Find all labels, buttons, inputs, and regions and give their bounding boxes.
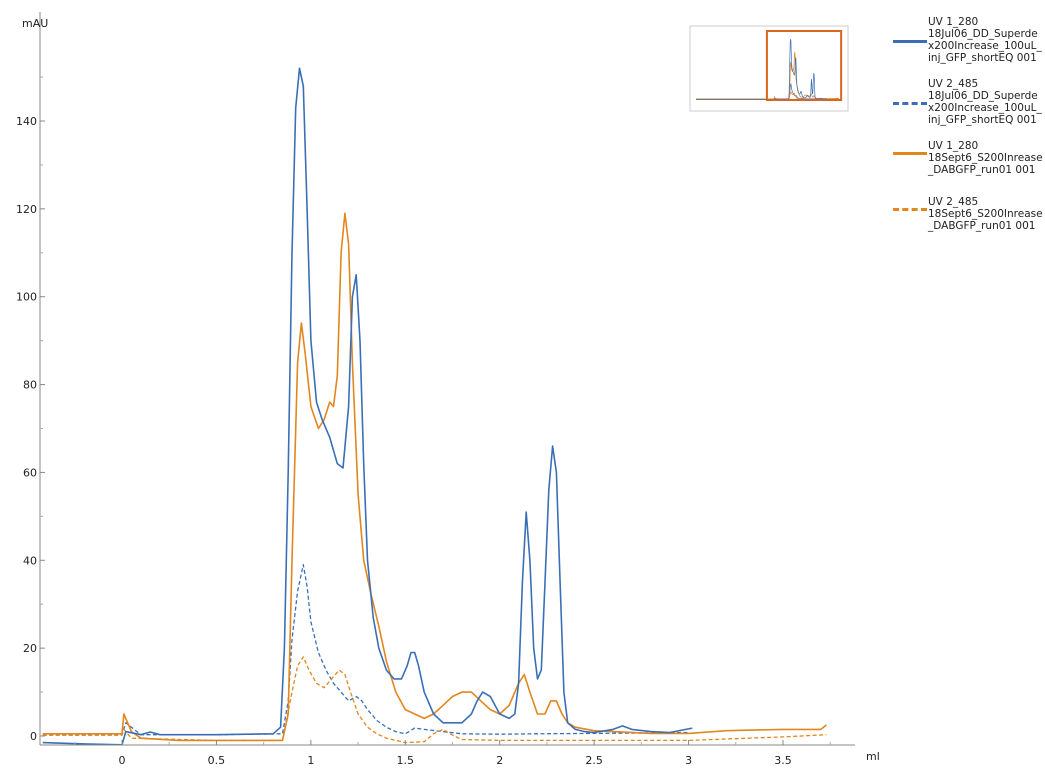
- y-tick-label: 0: [30, 730, 37, 743]
- legend-label: UV 2_485 18Jul06_DD_Superdex200Increase_…: [928, 78, 1042, 126]
- y-tick-label: 80: [23, 379, 37, 392]
- legend-item-uv2-485-sept6[interactable]: UV 2_485 18Sept6_S200Inrease_DABGFP_run0…: [893, 194, 1043, 256]
- legend-label: UV 1_280 18Sept6_S200Inrease_DABGFP_run0…: [928, 140, 1043, 176]
- overview-frame: [689, 25, 849, 112]
- plot-area: [42, 67, 827, 745]
- y-tick-label: 20: [23, 642, 37, 655]
- legend-item-uv2-485-jul06[interactable]: UV 2_485 18Jul06_DD_Superdex200Increase_…: [893, 76, 1043, 138]
- overview-viewport-box[interactable]: [765, 30, 843, 101]
- y-tick-label: 40: [23, 554, 37, 567]
- x-tick-label: 1.5: [397, 754, 415, 767]
- y-tick-label: 100: [16, 291, 37, 304]
- legend: UV 1_280 18Jul06_DD_Superdex200Increase_…: [893, 14, 1043, 256]
- series-line-0: [42, 67, 693, 745]
- x-tick-label: 1: [307, 754, 314, 767]
- overview-minimap[interactable]: [689, 25, 849, 112]
- legend-label: UV 2_485 18Sept6_S200Inrease_DABGFP_run0…: [928, 196, 1043, 232]
- x-axis-title: ml: [866, 750, 880, 763]
- legend-swatch-solid-blue: [893, 40, 927, 43]
- series-line-1: [42, 564, 689, 736]
- y-tick-label: 120: [16, 203, 37, 216]
- legend-label: UV 1_280 18Jul06_DD_Superdex200Increase_…: [928, 16, 1042, 64]
- legend-item-uv1-280-sept6[interactable]: UV 1_280 18Sept6_S200Inrease_DABGFP_run0…: [893, 138, 1043, 194]
- y-tick-label: 140: [16, 115, 37, 128]
- overview-line-2: [696, 52, 840, 100]
- axes: 0 20 40 60 80 100 120 140 0 0.5 1 1.5 2 2.5 3 3.5 mAU ml: [16, 12, 880, 767]
- series-line-2: [42, 212, 827, 742]
- overview-line-0: [696, 39, 827, 101]
- x-tick-label: 3: [685, 754, 692, 767]
- legend-swatch-solid-orange: [893, 152, 927, 155]
- series-line-3: [42, 656, 827, 744]
- x-tick-label: 2: [496, 754, 503, 767]
- legend-swatch-dashed-blue: [893, 102, 927, 105]
- legend-item-uv1-280-jul06[interactable]: UV 1_280 18Jul06_DD_Superdex200Increase_…: [893, 14, 1043, 76]
- x-tick-label: 2.5: [585, 754, 603, 767]
- x-tick-label: 3.5: [774, 754, 792, 767]
- x-tick-label: 0.5: [208, 754, 226, 767]
- y-axis-title: mAU: [22, 17, 48, 30]
- legend-swatch-dashed-orange: [893, 208, 927, 211]
- x-tick-label: 0: [119, 754, 126, 767]
- y-tick-label: 60: [23, 466, 37, 479]
